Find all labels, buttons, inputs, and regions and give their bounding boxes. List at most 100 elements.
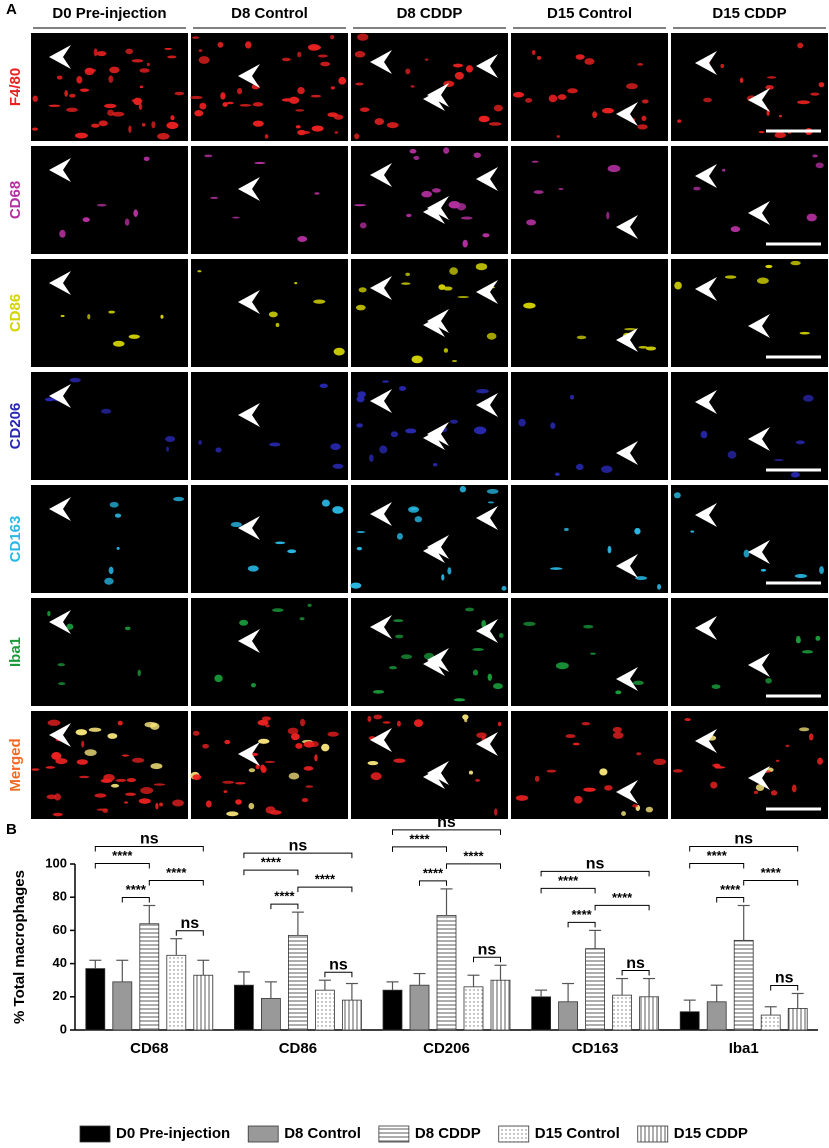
error-bar [440,888,453,916]
cell-signal [753,790,759,794]
error-bar [737,904,750,941]
cell-signal [100,778,113,783]
cell-signal [59,229,66,238]
micrograph [671,372,828,480]
cell-signal [739,77,744,83]
cell-signal [121,754,130,757]
cell-signal [93,48,98,57]
micrograph [671,259,828,367]
cell-signal [488,122,502,126]
cell-signal [756,277,769,284]
micrograph [31,146,188,254]
cell-signal [264,760,276,763]
cell-signal [66,623,74,630]
cell-signal [604,785,613,791]
column-header: D15 Control [547,5,632,22]
cell-signal [501,586,507,591]
image-background [31,598,188,706]
arrowhead [695,51,717,75]
significance-bracket [175,930,204,936]
cell-signal [576,463,584,471]
micrograph [31,598,188,706]
cell-signal [476,732,487,739]
cell-signal [146,62,150,67]
bar [382,989,403,1031]
cell-signal [572,742,580,746]
cell-signal [112,340,125,347]
bar [558,1001,578,1031]
legend-swatch [247,1125,279,1143]
cell-signal [360,107,370,112]
bar [585,948,605,1031]
cell-signal [373,714,383,720]
cell-signal [190,95,203,100]
cell-signal [730,226,741,233]
cell-signal [765,677,772,684]
cell-signal [635,576,648,581]
cell-signal [125,48,134,55]
cell-signal [116,547,120,550]
cell-signal [462,714,469,720]
cell-signal [645,806,654,813]
cell-signal [214,674,223,683]
legend-swatch [79,1125,111,1143]
cell-signal [74,132,88,139]
significance-label: **** [761,865,782,880]
cell-signal [124,626,131,631]
cell-signal [590,652,596,655]
cell-signal [797,100,810,105]
cell-signal [275,322,280,328]
cell-signal [287,549,297,554]
cell-signal [356,531,366,534]
cell-signal [727,450,737,459]
cell-signal [465,607,475,612]
cell-signal [486,332,497,340]
bar [490,979,511,1031]
micrograph [671,485,828,593]
cell-signal [818,82,825,88]
cell-signal [443,286,453,291]
cell-signal [294,281,298,285]
micrograph [511,598,668,706]
cell-signal [308,44,321,50]
cell-signal [564,527,569,532]
significance-bracket [716,897,745,903]
image-background [351,485,508,593]
cell-signal [382,380,390,383]
cell-signal [441,574,445,581]
bar [409,984,430,1031]
cell-signal [624,328,637,331]
cell-signal [204,154,213,158]
cell-signal [765,264,773,269]
micrograph [671,33,828,141]
cell-signal [452,360,458,363]
cell-signal [703,97,712,103]
significance-bracket [243,852,353,859]
cell-signal [114,513,122,518]
bar [314,989,335,1031]
cell-signal [724,275,737,279]
cell-signal [210,196,219,199]
significance-bracket [743,880,799,886]
cell-signal [254,161,266,165]
error-bar [494,964,507,981]
cell-signal [637,63,644,66]
image-background [31,33,188,141]
cell-signal [533,190,544,194]
cell-signal [606,211,610,220]
cell-signal [797,42,804,49]
cell-signal [449,419,458,424]
cell-signal [493,104,503,112]
arrowhead [748,540,770,564]
cell-signal [69,93,76,98]
significance-bracket [594,904,650,911]
cell-signal [157,132,170,140]
significance-label: **** [423,865,444,880]
legend-swatch [378,1125,410,1143]
cell-signal [109,501,119,508]
cell-signal [128,334,140,339]
micrograph [190,711,348,819]
cell-signal [575,54,585,60]
cell-signal [159,802,163,807]
cell-signal [472,669,479,676]
